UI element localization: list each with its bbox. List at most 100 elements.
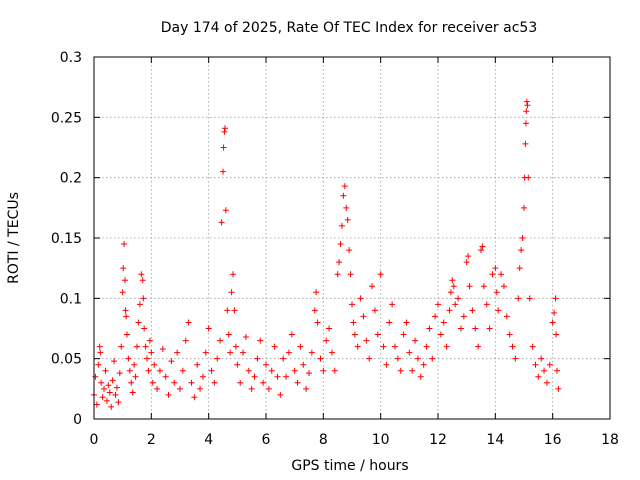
data-point [515,295,522,302]
data-point [412,337,419,344]
data-point [141,325,148,332]
data-point [146,337,153,344]
data-point [334,271,341,278]
data-point [168,358,175,365]
data-point [109,377,116,384]
x-axis-tick-labels: 0 2 4 6 8 10 12 14 16 18 [90,432,619,448]
data-point [344,216,351,223]
data-point [403,319,410,326]
data-point [397,367,404,374]
data-point [263,361,269,368]
data-point [466,283,473,290]
data-point [254,355,261,362]
data-point [308,349,315,356]
data-point [420,361,427,368]
data-point [349,301,355,308]
data-point [125,355,132,362]
data-point [165,391,172,398]
data-point [374,331,381,338]
data-point [543,379,550,386]
data-point [151,361,158,368]
data-point [103,397,110,404]
x-tick-label: 2 [147,432,156,448]
x-tick-label: 8 [319,432,328,448]
data-point [98,379,105,386]
data-point [228,289,235,296]
data-point [265,385,272,392]
data-point [495,307,502,314]
data-point [423,343,430,350]
data-point [222,125,229,132]
data-point [208,367,215,374]
data-point [360,313,367,320]
data-point [465,253,472,260]
data-point [522,140,529,147]
data-point [478,247,484,254]
axis-ticks [93,56,611,420]
data-point [538,355,545,362]
data-points [91,98,562,410]
data-point [231,307,238,314]
data-point [274,373,281,380]
data-point [142,343,149,350]
data-point [113,384,120,391]
data-point [432,313,439,320]
data-point [101,385,108,392]
data-point [144,355,151,362]
data-point [156,367,163,374]
data-point [306,370,312,377]
data-point [383,361,390,368]
data-point [232,343,239,350]
data-point [340,192,347,199]
data-point [414,355,421,362]
data-point [518,247,525,254]
grid-lines [94,57,610,419]
data-point [138,271,145,278]
data-point [182,337,189,344]
data-point [260,379,267,386]
data-point [440,319,447,326]
data-point [111,358,118,365]
data-point [555,385,562,392]
data-point [426,325,433,332]
data-point [523,108,530,115]
data-point [211,379,218,386]
data-point [486,325,493,332]
data-point [112,391,119,398]
data-point [106,389,113,396]
data-point [188,379,195,386]
data-point [134,343,140,350]
data-point [406,349,413,356]
data-point [123,313,130,320]
data-point [313,289,320,296]
data-point [479,243,486,250]
data-point [369,283,376,290]
data-point [493,289,500,296]
data-point [303,385,310,392]
data-point [447,289,454,296]
data-point [363,337,370,344]
data-point [366,355,373,362]
x-tick-label: 4 [204,432,213,448]
data-point [341,183,348,190]
data-point [326,325,333,332]
data-point [121,277,128,284]
data-point [457,325,464,332]
data-point [271,343,278,350]
x-axis-title: GPS time / hours [291,458,408,474]
data-point [523,98,530,105]
y-tick-label: 0.3 [60,50,82,66]
x-tick-label: 18 [601,432,619,448]
data-point [230,271,237,278]
data-point [489,271,496,278]
data-point [317,355,324,362]
data-point [435,301,441,308]
data-point [347,271,354,278]
data-point [328,349,335,356]
data-point [95,361,102,368]
data-point [202,349,209,356]
data-point [529,343,536,350]
data-point [99,394,106,401]
chart-title: Day 174 of 2025, Rate Of TEC Index for r… [161,20,537,36]
